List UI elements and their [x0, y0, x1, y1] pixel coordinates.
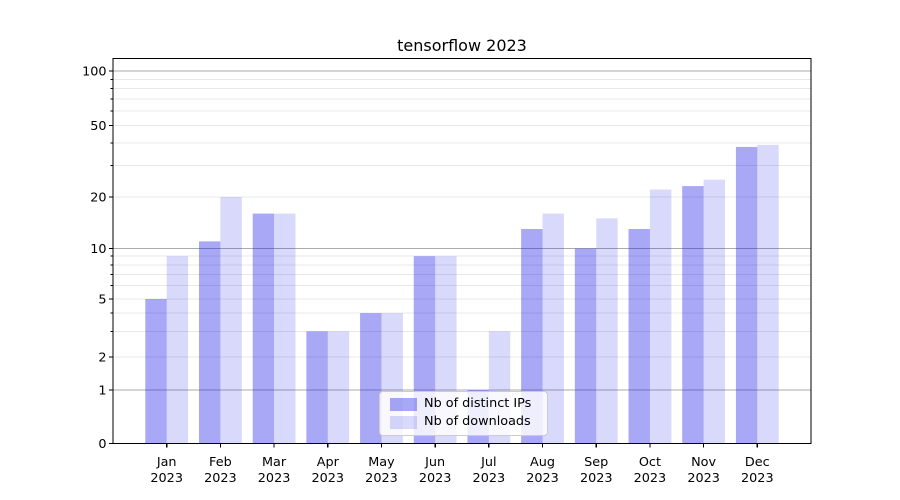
y-tick-label-10: 10 — [90, 242, 106, 257]
x-tick-label-year-feb: 2023 — [204, 471, 237, 486]
legend-swatch-downloads-icon — [390, 415, 417, 429]
x-tick-label-year-nov: 2023 — [687, 471, 720, 486]
legend-swatch-distinct-ips-icon — [390, 397, 417, 411]
x-tick-label-year-sep: 2023 — [580, 471, 613, 486]
y-tick-label-1: 1 — [98, 384, 106, 399]
legend-item-distinct-ips: Nb of distinct IPs — [390, 397, 539, 411]
x-tick-label-year-jul: 2023 — [473, 471, 506, 486]
bar-distinct-ips-sep — [574, 248, 597, 444]
bar-distinct-ips-apr — [306, 331, 328, 444]
bar-distinct-ips-nov — [682, 186, 704, 444]
y-tick-label-100: 100 — [82, 65, 106, 80]
chart-title: tensorflow 2023 — [397, 36, 527, 55]
y-tick-label-50: 50 — [90, 119, 106, 134]
x-tick-label-month-mar: Mar — [262, 455, 287, 470]
legend: Nb of distinct IPs Nb of downloads — [379, 391, 548, 436]
bar-downloads-jan — [166, 256, 189, 444]
bar-distinct-ips-feb — [198, 241, 221, 444]
bar-downloads-dec — [757, 144, 779, 444]
x-tick-label-year-may: 2023 — [365, 471, 398, 486]
x-tick-label-month-aug: Aug — [530, 455, 555, 470]
bar-downloads-feb — [220, 197, 242, 444]
bar-downloads-aug — [542, 213, 564, 444]
y-tick-label-20: 20 — [90, 191, 106, 206]
x-tick-label-month-may: May — [368, 455, 395, 470]
bar-distinct-ips-mar — [252, 213, 275, 444]
x-tick-label-year-oct: 2023 — [634, 471, 667, 486]
bar-distinct-ips-aug — [521, 229, 543, 444]
y-tick-label-0: 0 — [98, 437, 106, 452]
x-tick-label-month-feb: Feb — [209, 455, 232, 470]
bar-distinct-ips-may — [360, 313, 382, 444]
bar-downloads-apr — [327, 331, 350, 444]
x-tick-label-year-mar: 2023 — [258, 471, 291, 486]
bar-distinct-ips-jan — [145, 299, 167, 444]
x-tick-label-month-jul: Jul — [480, 455, 496, 470]
y-tick-label-2: 2 — [98, 351, 106, 366]
x-tick-label-year-jan: 2023 — [150, 471, 183, 486]
y-tick-label-5: 5 — [98, 293, 106, 308]
legend-label-downloads: Nb of downloads — [424, 414, 531, 429]
x-tick-label-month-jun: Jun — [424, 455, 445, 470]
axes-frame — [112, 57, 812, 445]
bar-distinct-ips-oct — [628, 229, 650, 444]
x-tick-label-month-oct: Oct — [639, 455, 661, 470]
legend-label-distinct-ips: Nb of distinct IPs — [424, 396, 532, 411]
legend-item-downloads: Nb of downloads — [390, 415, 539, 429]
x-tick-label-year-jun: 2023 — [419, 471, 452, 486]
x-tick-label-month-jan: Jan — [156, 455, 177, 470]
x-tick-label-year-apr: 2023 — [311, 471, 344, 486]
x-tick-label-month-nov: Nov — [691, 455, 716, 470]
bar-downloads-sep — [596, 218, 618, 444]
bar-distinct-ips-dec — [735, 146, 758, 444]
bar-downloads-mar — [274, 213, 296, 444]
x-tick-label-month-apr: Apr — [317, 455, 340, 470]
x-tick-label-year-dec: 2023 — [741, 471, 774, 486]
bar-downloads-nov — [703, 179, 726, 444]
x-tick-label-month-sep: Sep — [584, 455, 608, 470]
x-tick-label-month-dec: Dec — [745, 455, 770, 470]
x-tick-label-year-aug: 2023 — [526, 471, 559, 486]
bar-downloads-oct — [649, 189, 672, 444]
